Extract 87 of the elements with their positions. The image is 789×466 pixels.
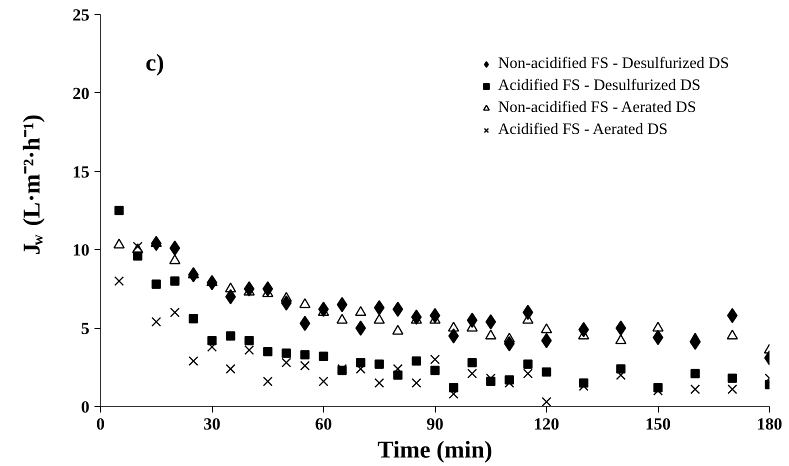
- point: [374, 378, 384, 388]
- point: [504, 332, 515, 343]
- point: [114, 206, 124, 216]
- y-tick-label: 25: [72, 6, 90, 24]
- point: [486, 373, 496, 384]
- point: [615, 334, 626, 344]
- point: [356, 358, 366, 368]
- point: [726, 330, 738, 340]
- point: [523, 368, 533, 378]
- x-tick-label: 0: [96, 414, 105, 434]
- legend-label: Acidified FS - Aerated DS: [498, 121, 668, 139]
- point: [690, 332, 701, 343]
- point: [392, 324, 404, 335]
- point: [374, 300, 385, 316]
- point: [263, 346, 272, 356]
- point: [226, 331, 236, 341]
- x-tick-label: 90: [426, 414, 444, 434]
- point: [170, 308, 180, 318]
- point: [485, 330, 496, 340]
- point: [244, 345, 254, 355]
- point: [281, 358, 292, 368]
- point: [113, 238, 125, 249]
- point: [430, 354, 440, 364]
- point: [392, 364, 403, 374]
- point: [318, 376, 328, 386]
- point: [300, 360, 310, 371]
- point: [468, 358, 477, 368]
- point: [114, 276, 124, 286]
- x-tick-label: 150: [645, 414, 671, 434]
- legend-label: Non-acidified FS - Aerated DS: [498, 99, 696, 117]
- x-tick-label: 60: [315, 414, 332, 434]
- point: [578, 381, 589, 392]
- point: [412, 356, 422, 366]
- point: [151, 316, 162, 327]
- point: [542, 396, 552, 406]
- point: [355, 306, 366, 316]
- point: [690, 368, 700, 378]
- point: [412, 378, 422, 388]
- point: [282, 348, 291, 358]
- point: [690, 384, 700, 394]
- point: [318, 352, 328, 361]
- legend-label: Acidified FS - Desulfurized DS: [498, 77, 701, 95]
- point: [225, 289, 236, 304]
- annotation: c): [146, 50, 164, 76]
- point: [300, 350, 310, 360]
- point: [467, 368, 478, 378]
- y-tick-label: 15: [72, 162, 90, 182]
- point: [226, 364, 236, 374]
- point: [188, 356, 198, 366]
- point: [170, 276, 180, 286]
- point: [652, 322, 664, 332]
- point: [374, 314, 385, 324]
- point: [188, 314, 198, 324]
- point: [485, 314, 496, 330]
- point: [207, 342, 217, 352]
- x-axis-title: Time (min): [378, 438, 492, 464]
- x-tick-label: 180: [756, 414, 782, 434]
- point: [374, 360, 384, 369]
- legend-label: Non-acidified FS - Desulfurized DS: [498, 55, 729, 73]
- y-tick-label: 20: [72, 84, 90, 103]
- point: [728, 374, 737, 383]
- point: [244, 336, 254, 346]
- point: [653, 386, 663, 396]
- point: [336, 314, 348, 324]
- point: [448, 322, 460, 332]
- x-tick-label: 30: [204, 414, 220, 434]
- point: [540, 323, 552, 334]
- point: [224, 282, 236, 292]
- point: [448, 389, 458, 399]
- point: [152, 280, 161, 289]
- point: [523, 360, 533, 369]
- x-tick-label: 120: [534, 414, 560, 434]
- y-tick-label: 5: [81, 319, 90, 338]
- point: [356, 364, 366, 374]
- point: [616, 370, 626, 380]
- point: [727, 384, 738, 394]
- point: [430, 366, 440, 376]
- point: [504, 378, 514, 388]
- point: [542, 367, 552, 377]
- point: [392, 302, 404, 317]
- y-tick-label: 0: [81, 398, 90, 416]
- point: [299, 298, 311, 308]
- point: [169, 254, 180, 264]
- y-axis-title: Jw (L·m⁻²·h⁻¹): [20, 114, 46, 256]
- point: [280, 292, 292, 302]
- point: [262, 376, 273, 386]
- y-tick-label: 10: [72, 240, 90, 260]
